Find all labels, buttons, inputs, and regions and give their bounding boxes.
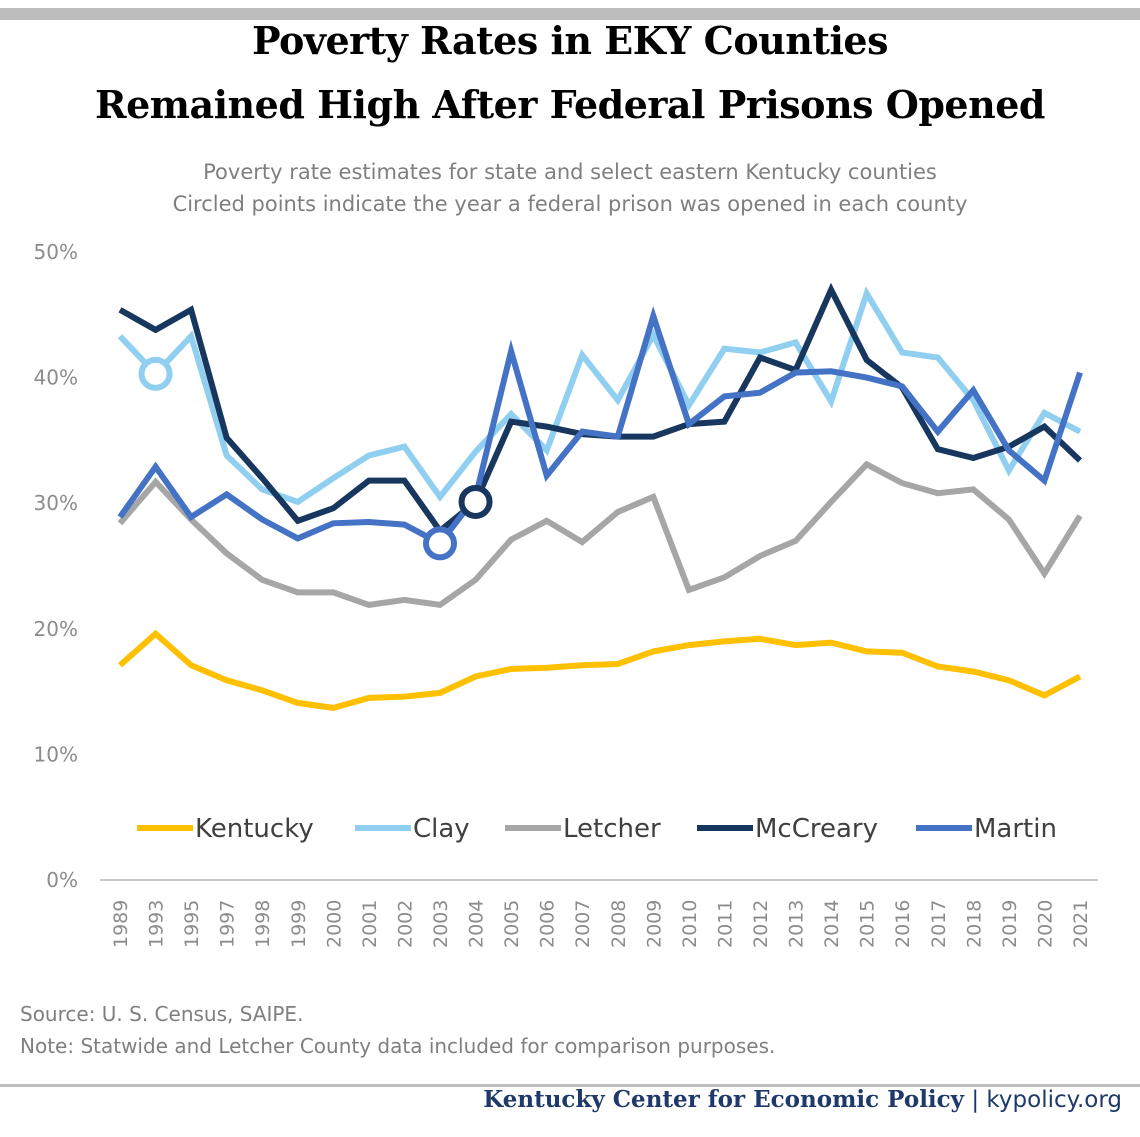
x-tick-label: 2017 (928, 900, 950, 948)
legend-label-kentucky: Kentucky (195, 814, 314, 844)
y-tick-label: 40% (34, 366, 78, 390)
footer-separator: | (964, 1087, 987, 1113)
prison-opened-marker-martin (423, 526, 457, 561)
x-tick-label: 1993 (146, 900, 168, 948)
x-tick-label: 2016 (892, 900, 914, 948)
footer-site[interactable]: kypolicy.org (986, 1087, 1122, 1113)
x-tick-label: 2007 (572, 900, 594, 948)
x-tick-label: 1997 (217, 900, 239, 948)
x-tick-label: 2021 (1070, 900, 1092, 948)
series-line-clay (117, 286, 1082, 506)
y-tick-label: 10% (34, 742, 78, 766)
x-tick-label: 2003 (430, 900, 452, 948)
chart-subtitle-line-2: Circled points indicate the year a feder… (172, 192, 968, 216)
series-line-kentucky (118, 629, 1082, 711)
x-tick-label: 2014 (821, 900, 843, 948)
y-tick-label: 50% (34, 240, 78, 264)
legend-label-letcher: Letcher (563, 814, 661, 844)
footer-org: Kentucky Center for Economic Policy (483, 1086, 965, 1113)
chart-title-line-2: Remained High After Federal Prisons Open… (95, 82, 1045, 127)
x-tick-label: 2004 (466, 900, 488, 948)
series-line-martin (117, 306, 1083, 548)
x-tick-label: 2006 (537, 900, 559, 948)
chart-subtitle-line-1: Poverty rate estimates for state and sel… (203, 160, 937, 184)
x-tick-label: 2013 (786, 900, 808, 948)
y-tick-label: 20% (34, 617, 78, 641)
x-tick-label: 2020 (1034, 900, 1056, 948)
x-tick-label: 2019 (999, 900, 1021, 948)
x-tick-label: 2015 (857, 900, 879, 948)
x-tick-label: 2001 (359, 900, 381, 948)
y-tick-label: 30% (34, 491, 78, 515)
legend-label-clay: Clay (413, 814, 470, 844)
x-tick-label: 2002 (394, 900, 416, 948)
series-line-letcher (117, 460, 1083, 609)
x-tick-label: 2000 (323, 900, 345, 948)
x-tick-label: 1989 (110, 900, 132, 948)
x-tick-label: 2005 (501, 900, 523, 948)
prison-opened-marker-clay (138, 356, 173, 391)
x-tick-label: 2011 (714, 900, 736, 948)
chart-title-line-1: Poverty Rates in EKY Counties (252, 18, 889, 63)
prison-opened-marker-mccreary (458, 484, 493, 519)
bottom-border (0, 1084, 1140, 1087)
footer: Kentucky Center for Economic Policy | ky… (483, 1086, 1122, 1113)
source-note: Source: U. S. Census, SAIPE. (20, 1002, 304, 1026)
x-tick-label: 1999 (288, 900, 310, 948)
x-tick-label: 1995 (181, 900, 203, 948)
comparison-note: Note: Statwide and Letcher County data i… (20, 1034, 776, 1058)
x-tick-label: 1998 (252, 900, 274, 948)
legend-label-mccreary: McCreary (755, 814, 878, 844)
line-chart: 0% 10% 20% 30% 40% 50% 1989 1993 1995 1997 1998 199… (34, 240, 1098, 948)
y-tick-label: 0% (46, 868, 78, 892)
x-tick-label: 2008 (608, 900, 630, 948)
x-tick-label: 2018 (963, 900, 985, 948)
x-tick-label: 2010 (679, 900, 701, 948)
legend-label-martin: Martin (974, 814, 1057, 844)
top-border (0, 8, 1140, 20)
x-tick-label: 2009 (643, 900, 665, 948)
x-tick-label: 2012 (750, 900, 772, 948)
